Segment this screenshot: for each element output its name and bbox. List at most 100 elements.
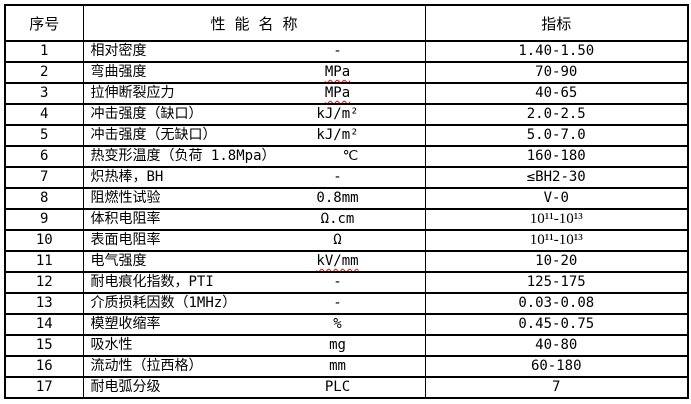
property-unit: Ω.cm bbox=[320, 211, 355, 227]
table-row: 8 阻燃性试验 0.8mm V-0 bbox=[4, 187, 689, 210]
property-cell: 表面电阻率 Ω bbox=[82, 229, 426, 252]
property-name: 相对密度 bbox=[90, 43, 147, 59]
property-name: 热变形温度（负荷 1.8Mpa） bbox=[90, 148, 276, 164]
row-number-cell: 17 bbox=[4, 376, 84, 399]
row-number-cell: 9 bbox=[4, 208, 84, 231]
row-number-cell: 16 bbox=[4, 355, 84, 378]
row-number-cell: 3 bbox=[4, 82, 84, 105]
property-unit: mm bbox=[329, 358, 346, 374]
property-cell: 模塑收缩率% bbox=[82, 313, 426, 336]
property-unit: - bbox=[333, 274, 342, 290]
property-name: 模塑收缩率 bbox=[90, 316, 161, 332]
table-body: 1 相对密度 -1.40-1.50 2 弯曲强度 MPa 70-90 3 拉伸断裂应力 MPa 40… bbox=[4, 40, 689, 399]
table-row: 9 体积电阻率 Ω.cm 10¹¹-10¹³ bbox=[4, 208, 689, 231]
property-cell: 耐电痕化指数，PTI - bbox=[82, 271, 426, 294]
property-cell: 冲击强度（无缺口） kJ/m² bbox=[82, 124, 426, 147]
indicator-value-cell: 7 bbox=[424, 376, 689, 399]
table-row: 4 冲击强度（缺口） kJ/m² 2.0-2.5 bbox=[4, 103, 689, 126]
header-property-name: 性 能 名 称 bbox=[82, 4, 426, 42]
row-number-cell: 13 bbox=[4, 292, 84, 315]
indicator-value-cell: 10-20 bbox=[424, 250, 689, 273]
property-name: 流动性（拉西格） bbox=[90, 358, 203, 374]
table-row: 1 相对密度 - 1.40-1.50 bbox=[4, 40, 689, 63]
table-row: 12 耐电痕化指数，PTI - 125-175 bbox=[4, 271, 689, 294]
table-row: 17 耐电弧分级 PLC 7 bbox=[4, 376, 689, 399]
row-number-cell: 11 bbox=[4, 250, 84, 273]
row-number-cell: 15 bbox=[4, 334, 84, 357]
indicator-value-cell: 40-80 bbox=[424, 334, 689, 357]
header-indicator: 指标 bbox=[424, 4, 689, 42]
table-row: 5 冲击强度（无缺口） kJ/m² 5.0-7.0 bbox=[4, 124, 689, 147]
property-cell: 吸水性 mg bbox=[82, 334, 426, 357]
property-unit: - bbox=[333, 169, 342, 185]
property-unit: - bbox=[333, 43, 342, 59]
property-name: 冲击强度（缺口） bbox=[90, 106, 203, 122]
property-unit: 0.8mm bbox=[316, 190, 359, 206]
property-unit: kV/mm bbox=[316, 253, 359, 269]
table-row: 13 介质损耗因数（1MHz） - 0.03-0.08 bbox=[4, 292, 689, 315]
property-cell: 相对密度 - bbox=[82, 40, 426, 63]
property-cell: 拉伸断裂应力 MPa bbox=[82, 82, 426, 105]
indicator-value-cell: ≤BH2-30 bbox=[424, 166, 689, 189]
table-row: 2 弯曲强度 MPa 70-90 bbox=[4, 61, 689, 84]
property-cell: 流动性（拉西格） mm bbox=[82, 355, 426, 378]
property-cell: 冲击强度（缺口） kJ/m² bbox=[82, 103, 426, 126]
property-name: 冲击强度（无缺口） bbox=[90, 127, 217, 143]
property-name: 吸水性 bbox=[90, 337, 133, 353]
row-number-cell: 4 bbox=[4, 103, 84, 126]
indicator-value-cell: 10¹¹-10¹³ bbox=[424, 229, 689, 252]
header-serial-number: 序号 bbox=[4, 4, 84, 42]
indicator-value-cell: 2.0-2.5 bbox=[424, 103, 689, 126]
row-number-cell: 8 bbox=[4, 187, 84, 210]
property-cell: 弯曲强度 MPa bbox=[82, 61, 426, 84]
indicator-value-cell: 160-180 bbox=[424, 145, 689, 168]
property-unit: mg bbox=[329, 337, 346, 353]
property-unit: - bbox=[333, 295, 342, 311]
table-row: 14 模塑收缩率% 0.45-0.75 bbox=[4, 313, 689, 336]
table-row: 11 电气强度 kV/mm 10-20 bbox=[4, 250, 689, 273]
property-name: 炽热棒，BH bbox=[90, 169, 164, 185]
property-cell: 耐电弧分级 PLC bbox=[82, 376, 426, 399]
property-unit: Ω bbox=[333, 232, 342, 248]
property-unit: MPa bbox=[324, 85, 351, 101]
row-number-cell: 5 bbox=[4, 124, 84, 147]
indicator-value-cell: 0.03-0.08 bbox=[424, 292, 689, 315]
property-name: 表面电阻率 bbox=[90, 232, 161, 248]
table-row: 16 流动性（拉西格） mm 60-180 bbox=[4, 355, 689, 378]
property-unit: MPa bbox=[324, 64, 351, 80]
row-number-cell: 1 bbox=[4, 40, 84, 63]
row-number-cell: 12 bbox=[4, 271, 84, 294]
property-name: 体积电阻率 bbox=[90, 211, 161, 227]
table-row: 10 表面电阻率 Ω 10¹¹-10¹³ bbox=[4, 229, 689, 252]
table-row: 6 热变形温度（负荷 1.8Mpa） ℃ 160-180 bbox=[4, 145, 689, 168]
property-name: 耐电痕化指数，PTI bbox=[90, 274, 214, 290]
property-name: 介质损耗因数（1MHz） bbox=[90, 295, 237, 311]
property-cell: 体积电阻率 Ω.cm bbox=[82, 208, 426, 231]
property-name: 拉伸断裂应力 bbox=[90, 85, 175, 101]
property-name: 耐电弧分级 bbox=[90, 379, 161, 395]
property-unit: kJ/m² bbox=[316, 106, 359, 122]
property-name: 阻燃性试验 bbox=[90, 190, 161, 206]
indicator-value-cell: V-0 bbox=[424, 187, 689, 210]
property-unit: PLC bbox=[324, 379, 351, 395]
property-unit: kJ/m² bbox=[316, 127, 359, 143]
table-row: 3 拉伸断裂应力 MPa 40-65 bbox=[4, 82, 689, 105]
indicator-value-cell: 5.0-7.0 bbox=[424, 124, 689, 147]
property-cell: 阻燃性试验 0.8mm bbox=[82, 187, 426, 210]
row-number-cell: 10 bbox=[4, 229, 84, 252]
table-row: 7 炽热棒，BH - ≤BH2-30 bbox=[4, 166, 689, 189]
row-number-cell: 6 bbox=[4, 145, 84, 168]
row-number-cell: 2 bbox=[4, 61, 84, 84]
property-name: 弯曲强度 bbox=[90, 64, 147, 80]
row-number-cell: 14 bbox=[4, 313, 84, 336]
property-cell: 介质损耗因数（1MHz） - bbox=[82, 292, 426, 315]
property-unit: ℃ bbox=[342, 148, 359, 164]
property-unit: % bbox=[333, 316, 342, 332]
indicator-value-cell: 1.40-1.50 bbox=[424, 40, 689, 63]
header-row: 序号 性 能 名 称 指标 bbox=[4, 4, 689, 42]
indicator-value-cell: 125-175 bbox=[424, 271, 689, 294]
property-name: 电气强度 bbox=[90, 253, 147, 269]
row-number-cell: 7 bbox=[4, 166, 84, 189]
indicator-value-cell: 40-65 bbox=[424, 82, 689, 105]
